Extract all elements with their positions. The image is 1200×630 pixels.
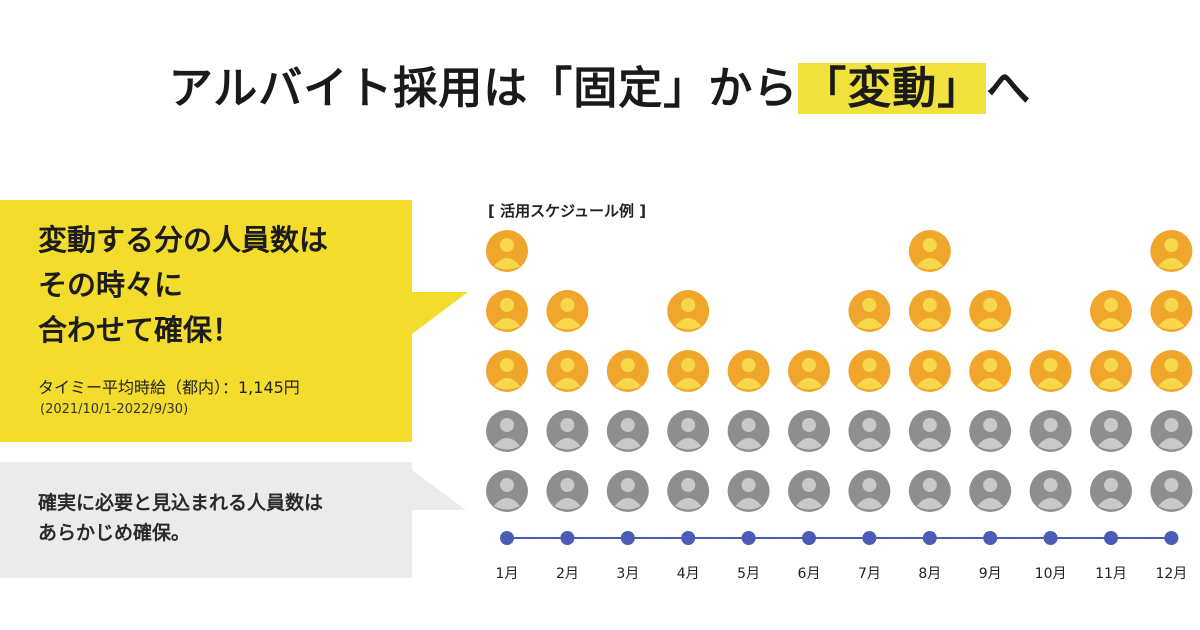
month-label: 3月 (616, 566, 639, 582)
variable-staff-icon (606, 350, 649, 392)
fixed-staff-icon (848, 470, 891, 512)
title-part2: へ (986, 63, 1032, 114)
fixed-staff-line-1: 確実に必要と見込まれる人員数は (38, 492, 324, 514)
month-label: 9月 (979, 566, 1002, 582)
fixed-staff-icon (667, 470, 710, 512)
variable-staff-icon (486, 230, 528, 272)
fixed-staff-icon (1090, 410, 1132, 452)
month-label: 12月 (1155, 566, 1187, 582)
month-label: 7月 (858, 566, 881, 582)
variable-staff-icon (1029, 350, 1072, 392)
month-label: 5月 (737, 566, 760, 582)
variable-staff-line-1: 変動する分の人員数は (38, 223, 329, 257)
variable-staff-icon (848, 350, 891, 392)
fixed-staff-icon (908, 410, 951, 452)
variable-staff-icon (667, 290, 710, 332)
fixed-staff-icon (546, 470, 589, 512)
month-label: 11月 (1095, 566, 1127, 582)
schedule-example-label: [ 活用スケジュール例 ] (488, 202, 647, 220)
fixed-staff-icon (606, 470, 649, 512)
variable-staff-icon (727, 350, 770, 392)
variable-staff-icon (546, 290, 589, 332)
fixed-staff-bubble (0, 462, 412, 578)
variable-staff-heading: 変動する分の人員数は その時々に 合わせて確保！ (38, 218, 398, 353)
fixed-staff-icon (1150, 410, 1193, 452)
month-marker (500, 531, 514, 545)
month-marker (560, 531, 575, 545)
fixed-staff-icon (1150, 470, 1193, 512)
month-marker (983, 531, 998, 545)
variable-staff-icon (1150, 290, 1193, 332)
variable-staff-icon (1090, 290, 1132, 332)
fixed-staff-bubble-tail (412, 470, 466, 510)
variable-staff-bubble-tail (412, 292, 468, 334)
month-label: 6月 (798, 566, 821, 582)
variable-staff-icon (1090, 350, 1132, 392)
fixed-staff-line-2: あらかじめ確保。 (38, 522, 191, 544)
month-marker (1104, 531, 1118, 545)
month-label: 2月 (556, 566, 579, 582)
fixed-staff-icon (908, 470, 951, 512)
variable-staff-icon (908, 350, 951, 392)
wage-period-text: (2021/10/1-2022/9/30) (40, 402, 189, 417)
month-marker (681, 531, 696, 545)
fixed-staff-icon (667, 410, 710, 452)
month-marker (862, 531, 877, 545)
page-title: アルバイト採用は「固定」から「変動」へ (0, 52, 1200, 116)
title-highlight: 「変動」 (798, 63, 987, 114)
variable-staff-icon (969, 290, 1012, 332)
month-marker (620, 531, 635, 545)
fixed-staff-icon (486, 410, 528, 452)
variable-staff-icon (1150, 230, 1193, 272)
fixed-staff-icon (1090, 470, 1132, 512)
variable-staff-icon (546, 350, 589, 392)
fixed-staff-icon (1029, 470, 1072, 512)
fixed-staff-icon (606, 410, 649, 452)
variable-staff-icon (486, 290, 528, 332)
month-label: 10月 (1035, 566, 1067, 582)
fixed-staff-icon (788, 470, 830, 512)
variable-staff-line-3: 合わせて確保！ (38, 313, 242, 347)
month-marker (741, 531, 756, 545)
fixed-staff-icon (848, 410, 891, 452)
variable-staff-icon (788, 350, 830, 392)
fixed-staff-text: 確実に必要と見込まれる人員数は あらかじめ確保。 (38, 488, 398, 548)
fixed-staff-icon (788, 410, 830, 452)
variable-staff-icon (667, 350, 710, 392)
variable-staff-icon (1150, 350, 1193, 392)
fixed-staff-icon (486, 470, 528, 512)
variable-staff-icon (908, 290, 951, 332)
month-marker (802, 531, 816, 545)
month-label: 1月 (496, 566, 519, 582)
average-wage-text: タイミー平均時給（都内）：1,145円 (38, 378, 300, 397)
fixed-staff-icon (727, 470, 770, 512)
variable-staff-icon (969, 350, 1012, 392)
variable-staff-icon (848, 290, 891, 332)
fixed-staff-icon (969, 410, 1012, 452)
variable-staff-line-2: その時々に (38, 268, 184, 302)
month-label: 4月 (677, 566, 700, 582)
fixed-staff-icon (969, 470, 1012, 512)
month-marker (922, 531, 937, 545)
month-label: 8月 (918, 566, 941, 582)
month-marker (1043, 531, 1058, 545)
variable-staff-icon (908, 230, 951, 272)
variable-staff-icon (486, 350, 528, 392)
month-marker (1164, 531, 1179, 545)
fixed-staff-icon (727, 410, 770, 452)
fixed-staff-icon (546, 410, 589, 452)
variable-staff-bubble (0, 200, 412, 442)
fixed-staff-icon (1029, 410, 1072, 452)
title-part1: アルバイト採用は「固定」から (168, 63, 799, 114)
